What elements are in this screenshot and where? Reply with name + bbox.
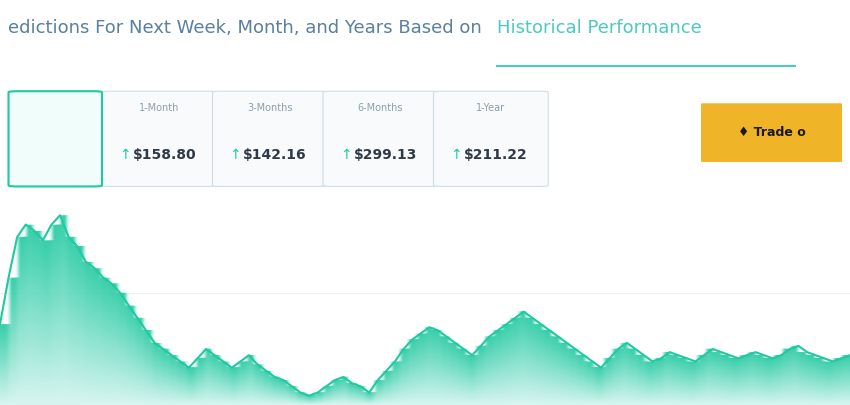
Text: ↑: ↑ (340, 148, 352, 162)
Text: 6-Months: 6-Months (358, 103, 403, 113)
FancyBboxPatch shape (323, 91, 438, 186)
Text: ↑: ↑ (230, 148, 241, 162)
Text: $142.16: $142.16 (243, 148, 307, 162)
FancyBboxPatch shape (697, 103, 846, 162)
FancyBboxPatch shape (102, 91, 217, 186)
FancyBboxPatch shape (212, 91, 327, 186)
Text: 1-Month: 1-Month (139, 103, 179, 113)
Text: $158.80: $158.80 (133, 148, 196, 162)
FancyBboxPatch shape (8, 91, 102, 186)
Text: ↑: ↑ (450, 148, 462, 162)
Text: ♦ Trade o: ♦ Trade o (738, 126, 805, 139)
Text: Historical Performance: Historical Performance (497, 19, 702, 37)
Text: 3-Months: 3-Months (247, 103, 292, 113)
Text: ↑: ↑ (119, 148, 131, 162)
Text: $211.22: $211.22 (464, 148, 528, 162)
FancyBboxPatch shape (434, 91, 548, 186)
Text: 1-Year: 1-Year (476, 103, 506, 113)
Text: $299.13: $299.13 (354, 148, 417, 162)
Text: edictions For Next Week, Month, and Years Based on: edictions For Next Week, Month, and Year… (8, 19, 488, 37)
